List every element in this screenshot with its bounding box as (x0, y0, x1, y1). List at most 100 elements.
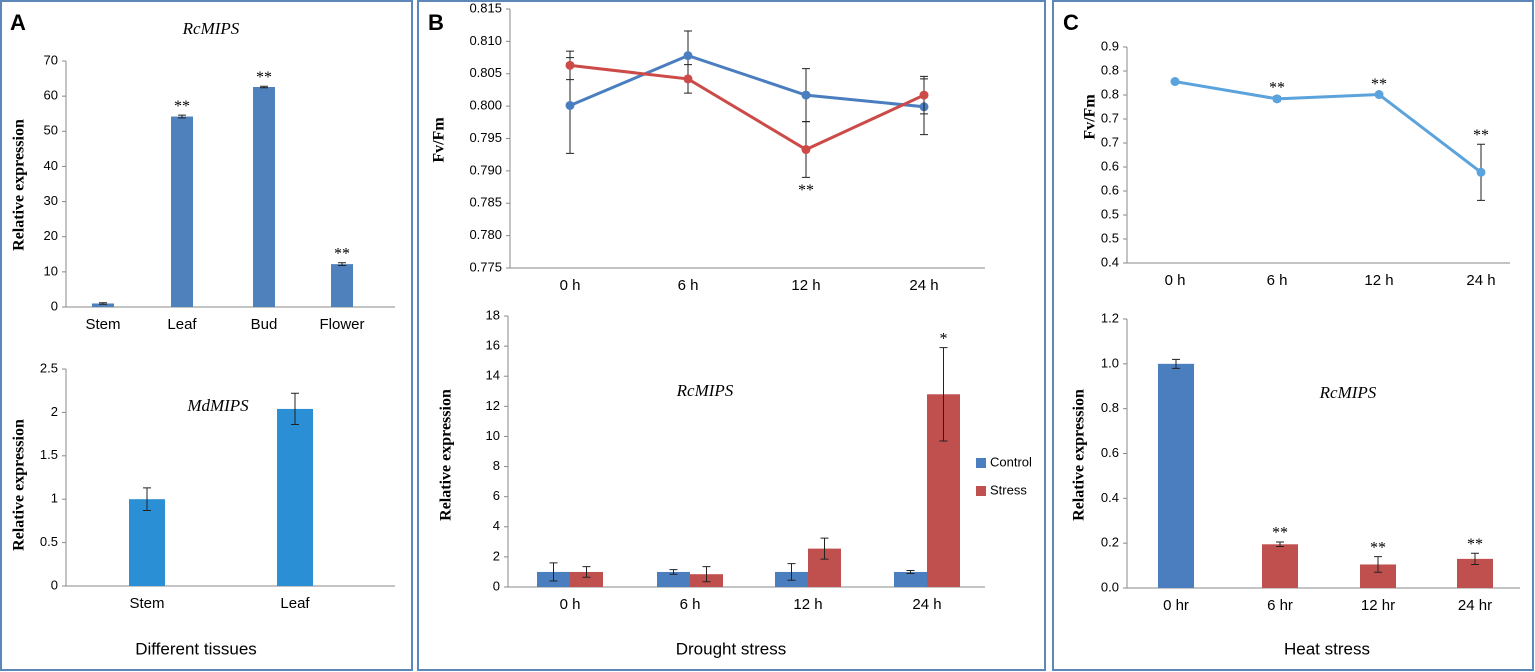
y-tick-label: 6 (493, 488, 500, 503)
panel-xlabel: Different tissues (135, 639, 257, 658)
annotation: ** (798, 182, 814, 199)
x-tick-label: 24 h (1466, 272, 1495, 289)
y-tick-label: 10 (486, 428, 500, 443)
y-tick-label: 0.7 (1101, 110, 1119, 125)
annotation: ** (256, 69, 272, 86)
point (1476, 167, 1486, 177)
error-bar (1374, 556, 1382, 573)
point (683, 51, 693, 61)
bar (129, 499, 165, 586)
error-bar (669, 569, 678, 575)
point (801, 145, 811, 155)
y-tick-label: 40 (44, 158, 58, 173)
y-tick-label: 14 (486, 368, 500, 383)
error-bar (1276, 541, 1284, 548)
x-tick-label: 6 h (680, 596, 701, 613)
error-bar (906, 569, 915, 574)
x-tick-label: 12 h (791, 277, 820, 294)
x-tick-label: 24 h (909, 277, 938, 294)
y-tick-label: 10 (44, 263, 58, 278)
x-tick-label: 0 hr (1163, 597, 1189, 614)
legend-swatch (976, 486, 986, 496)
y-tick-label: 0 (51, 577, 58, 592)
panel-letter: A (10, 10, 26, 35)
bar (253, 87, 275, 308)
panel-letter: B (428, 10, 444, 35)
y-axis-label: Fv/Fm (431, 117, 448, 163)
y-axis-label: Relative expression (1071, 389, 1088, 521)
panel-frame (0, 0, 413, 671)
y-tick-label: 4 (493, 518, 500, 533)
y-tick-label: 0.4 (1101, 254, 1119, 269)
x-tick-label: 0 h (1165, 272, 1186, 289)
annotation: ** (1473, 127, 1489, 144)
x-tick-label: Leaf (280, 595, 310, 612)
y-tick-label: 70 (44, 52, 58, 67)
point (565, 60, 575, 70)
y-tick-label: 0.810 (469, 33, 502, 48)
y-tick-label: 18 (486, 307, 500, 322)
error-bar (260, 85, 268, 89)
y-tick-label: 0.0 (1101, 579, 1119, 594)
legend-label: Stress (990, 482, 1027, 497)
x-tick-label: 0 h (560, 277, 581, 294)
y-tick-label: 0.8 (1101, 400, 1119, 415)
bar (171, 116, 193, 307)
x-tick-label: 6 h (678, 277, 699, 294)
chart-title: RcMIPS (676, 381, 734, 400)
panel-xlabel: Heat stress (1284, 639, 1370, 658)
panel-frame (417, 0, 1046, 671)
bar (277, 408, 313, 586)
point (919, 90, 929, 100)
y-tick-label: 0.2 (1101, 535, 1119, 550)
error-bar (582, 566, 591, 578)
y-tick-label: 20 (44, 228, 58, 243)
error-bar (787, 563, 796, 581)
panel-letter: C (1063, 10, 1079, 35)
y-tick-label: 0.795 (469, 130, 502, 145)
bar (894, 571, 927, 587)
y-axis-label: Relative expression (11, 119, 28, 251)
y-tick-label: 2 (493, 548, 500, 563)
annotation: * (940, 330, 948, 347)
x-tick-label: Bud (251, 316, 278, 333)
y-axis-label: Relative expression (438, 389, 455, 521)
point (1170, 77, 1180, 87)
y-tick-label: 0.5 (1101, 230, 1119, 245)
bar (570, 571, 603, 587)
bar (1360, 564, 1396, 588)
y-tick-label: 1.5 (40, 447, 58, 462)
chart-title: RcMIPS (182, 19, 240, 38)
y-tick-label: 0 (51, 298, 58, 313)
y-tick-label: 8 (493, 458, 500, 473)
bar (331, 264, 353, 307)
error-bar (143, 487, 151, 511)
line (1174, 80, 1482, 174)
panel-xlabel: Drought stress (676, 639, 787, 658)
y-tick-label: 0 (493, 578, 500, 593)
y-tick-label: 0.8 (1101, 62, 1119, 77)
y-tick-label: 0.780 (469, 227, 502, 242)
y-tick-label: 12 (486, 398, 500, 413)
bar (92, 303, 114, 307)
y-tick-label: 0.9 (1101, 38, 1119, 53)
x-tick-label: Flower (319, 316, 364, 333)
y-tick-label: 16 (486, 338, 500, 353)
chart-title: MdMIPS (186, 396, 249, 415)
bar (1262, 544, 1298, 588)
point (801, 90, 811, 100)
x-tick-label: 12 hr (1361, 597, 1395, 614)
error-bar (338, 262, 346, 267)
y-tick-label: 0.790 (469, 162, 502, 177)
error-bar (702, 566, 711, 583)
annotation: ** (334, 245, 350, 262)
error-bar (1471, 552, 1479, 565)
y-tick-label: 0.815 (469, 0, 502, 15)
x-tick-label: 24 hr (1458, 597, 1492, 614)
error-bar (99, 302, 107, 305)
y-tick-label: 1 (51, 491, 58, 506)
point (1374, 90, 1384, 100)
y-tick-label: 0.8 (1101, 86, 1119, 101)
y-tick-label: 50 (44, 123, 58, 138)
x-tick-label: 24 h (912, 596, 941, 613)
